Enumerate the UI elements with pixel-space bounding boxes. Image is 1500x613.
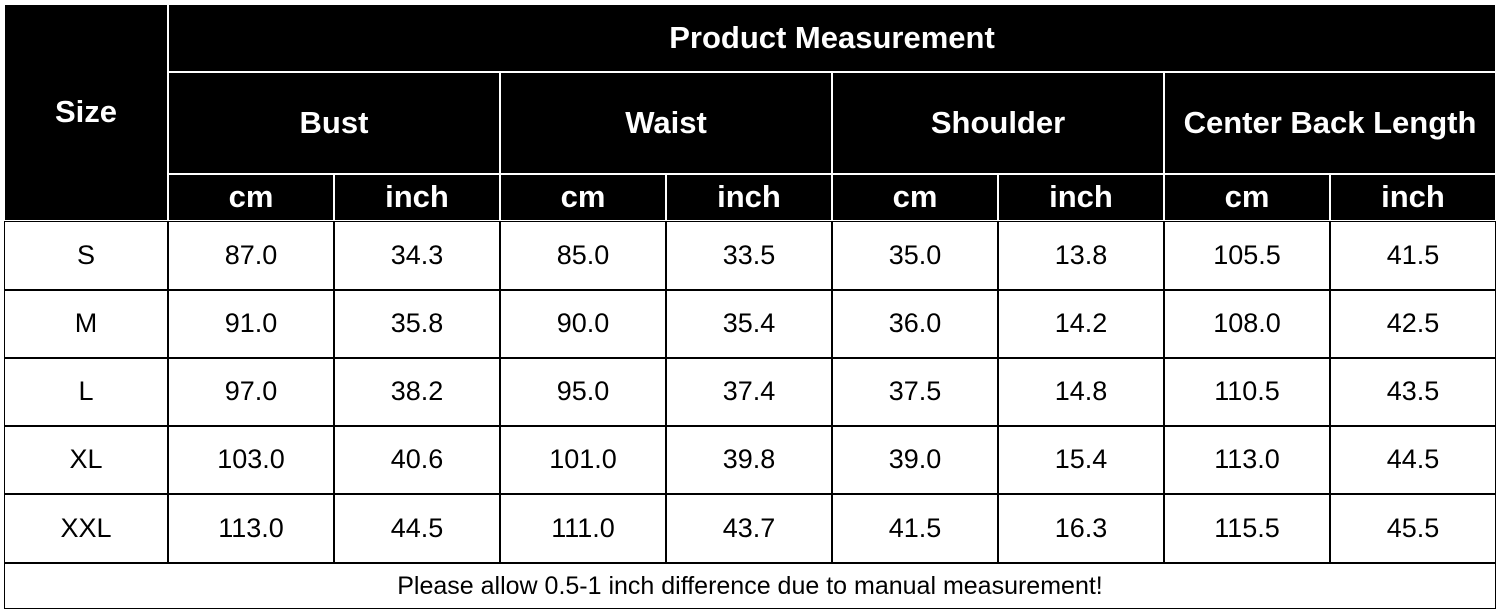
value-cell: 90.0 [500,290,666,358]
value-cell: 42.5 [1330,290,1496,358]
unit-header: cm [168,174,334,221]
value-cell: 105.5 [1164,221,1330,290]
value-cell: 91.0 [168,290,334,358]
value-cell: 40.6 [334,426,500,494]
value-cell: 43.5 [1330,358,1496,426]
unit-header: cm [1164,174,1330,221]
value-cell: 35.4 [666,290,832,358]
value-cell: 14.2 [998,290,1164,358]
unit-header: cm [832,174,998,221]
value-cell: 111.0 [500,494,666,563]
value-cell: 95.0 [500,358,666,426]
value-cell: 14.8 [998,358,1164,426]
value-cell: 37.5 [832,358,998,426]
value-cell: 16.3 [998,494,1164,563]
value-cell: 44.5 [1330,426,1496,494]
size-header: Size [4,4,168,221]
unit-header: inch [1330,174,1496,221]
value-cell: 39.8 [666,426,832,494]
footer-note: Please allow 0.5-1 inch difference due t… [4,563,1496,609]
value-cell: 37.4 [666,358,832,426]
value-cell: 44.5 [334,494,500,563]
value-cell: 87.0 [168,221,334,290]
value-cell: 38.2 [334,358,500,426]
value-cell: 108.0 [1164,290,1330,358]
value-cell: 43.7 [666,494,832,563]
size-cell: M [4,290,168,358]
value-cell: 113.0 [168,494,334,563]
value-cell: 113.0 [1164,426,1330,494]
value-cell: 97.0 [168,358,334,426]
value-cell: 35.8 [334,290,500,358]
group-header: Product Measurement [168,4,1496,72]
size-cell: XXL [4,494,168,563]
unit-header: inch [334,174,500,221]
measure-header: Bust [168,72,500,174]
value-cell: 85.0 [500,221,666,290]
size-cell: XL [4,426,168,494]
size-cell: L [4,358,168,426]
value-cell: 45.5 [1330,494,1496,563]
unit-header: cm [500,174,666,221]
value-cell: 15.4 [998,426,1164,494]
unit-header: inch [998,174,1164,221]
measure-header: Center Back Length [1164,72,1496,174]
value-cell: 35.0 [832,221,998,290]
value-cell: 115.5 [1164,494,1330,563]
unit-header: inch [666,174,832,221]
value-cell: 36.0 [832,290,998,358]
value-cell: 34.3 [334,221,500,290]
value-cell: 41.5 [832,494,998,563]
measure-header: Shoulder [832,72,1164,174]
size-cell: S [4,221,168,290]
value-cell: 110.5 [1164,358,1330,426]
measure-header: Waist [500,72,832,174]
value-cell: 101.0 [500,426,666,494]
value-cell: 13.8 [998,221,1164,290]
value-cell: 41.5 [1330,221,1496,290]
value-cell: 39.0 [832,426,998,494]
value-cell: 103.0 [168,426,334,494]
value-cell: 33.5 [666,221,832,290]
